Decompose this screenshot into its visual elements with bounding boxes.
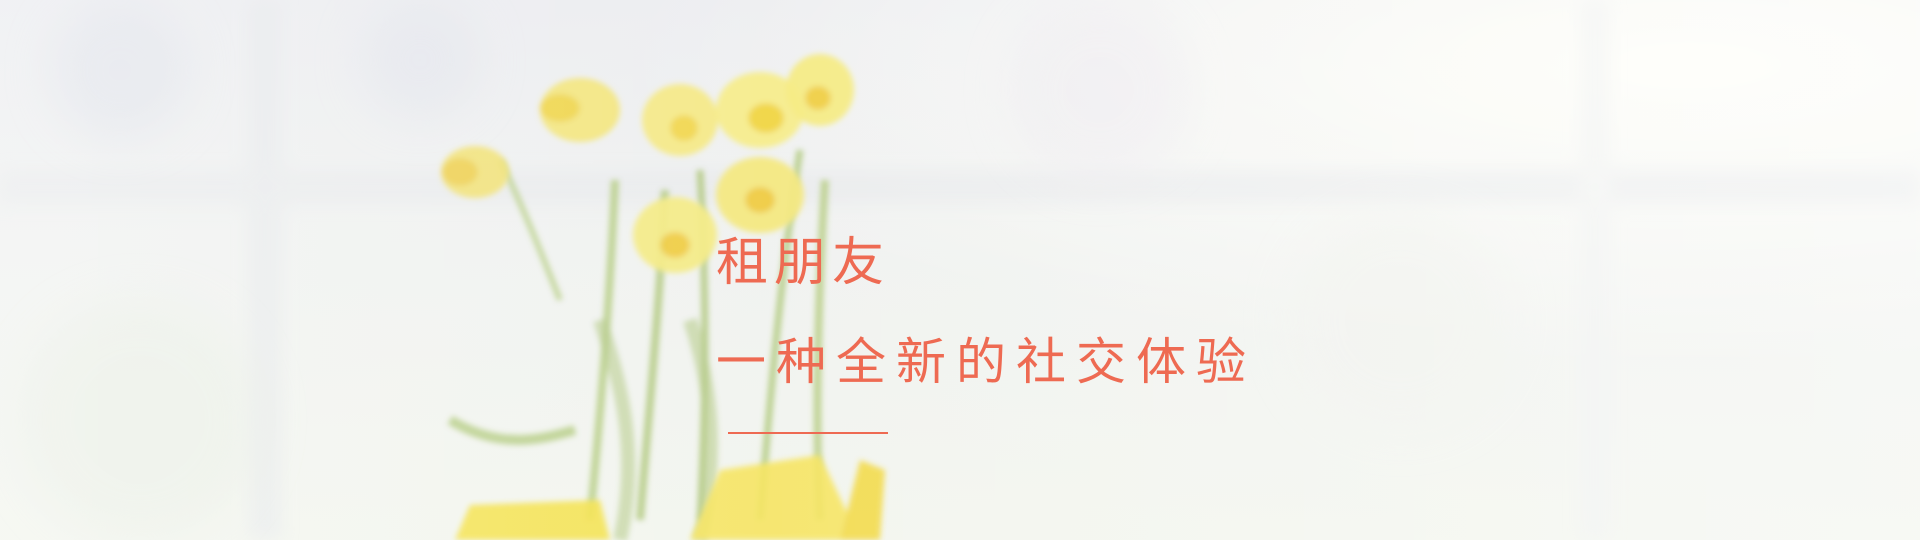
accent-underline: [728, 432, 888, 435]
brand-title: 租朋友: [716, 233, 891, 293]
banner-copy: 租朋友 一种全新的社交体验: [716, 232, 1256, 435]
brand-tagline: 一种全新的社交体验: [716, 333, 1256, 392]
